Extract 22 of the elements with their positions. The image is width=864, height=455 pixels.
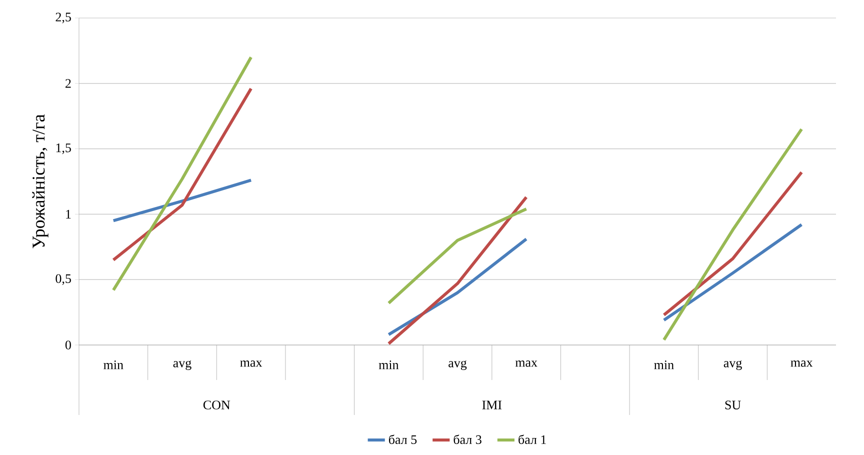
x-tick-label: min: [654, 360, 674, 370]
legend-label: бал 3: [454, 434, 482, 444]
legend-label: бал 1: [518, 434, 546, 444]
y-tick-label: 1: [66, 210, 71, 218]
legend-label: бал 5: [388, 434, 417, 444]
y-tick-label: 0,5: [56, 274, 71, 285]
y-tick-label: 1,5: [56, 144, 71, 154]
text: CON: [203, 400, 230, 410]
y-axis-title: Урожайність, т/га: [32, 114, 48, 248]
x-tick-label: avg: [448, 360, 467, 370]
x-tick-label: min: [104, 360, 124, 370]
x-tick-label: min: [378, 360, 399, 370]
y-tick-label: 2: [66, 79, 71, 88]
x-tick-label: max: [515, 360, 538, 367]
x-tick-label: max: [790, 360, 813, 367]
x-tick-label: avg: [173, 360, 192, 370]
text: IMI: [482, 400, 502, 410]
x-tick-label: avg: [724, 360, 742, 370]
y-tick-label: 2,5: [56, 12, 71, 24]
y-tick-label: 0: [65, 340, 71, 350]
x-tick-label: max: [240, 360, 262, 367]
text: SU: [725, 400, 741, 410]
